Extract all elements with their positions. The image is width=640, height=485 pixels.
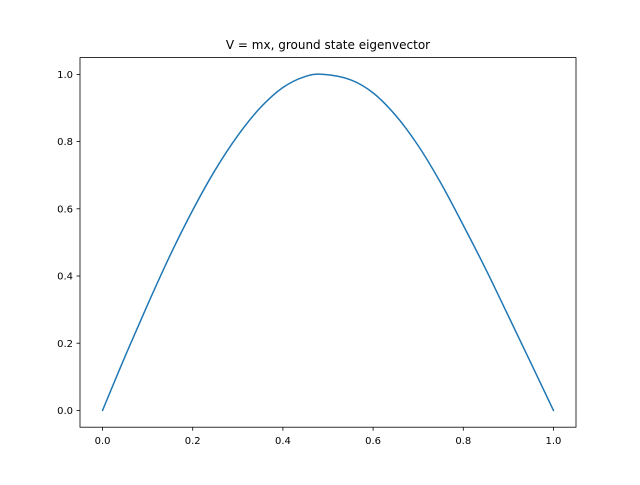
x-tick-label: 0.6 (365, 436, 381, 447)
chart-title: V = mx, ground state eigenvector (226, 38, 430, 52)
y-tick-label: 1.0 (57, 70, 73, 81)
x-tick-label: 0.2 (185, 436, 201, 447)
series-line-0 (101, 73, 555, 412)
x-axis-ticks: 0.0 0.2 0.4 0.6 0.8 1.0 (95, 427, 562, 447)
plot-area-frame (79, 57, 577, 428)
x-tick-label: 0.4 (275, 436, 291, 447)
y-tick-label: 0.2 (57, 339, 73, 350)
y-tick-label: 0.4 (57, 272, 73, 283)
y-tick-label: 0.0 (57, 406, 73, 417)
series-layer (101, 73, 555, 412)
x-tick-label: 0.0 (95, 436, 111, 447)
x-tick-label: 1.0 (546, 436, 562, 447)
y-tick-label: 0.8 (57, 137, 73, 148)
y-tick-label: 0.6 (57, 204, 73, 215)
x-tick-label: 0.8 (455, 436, 471, 447)
y-axis-ticks: 0.0 0.2 0.4 0.6 0.8 1.0 (57, 70, 80, 417)
